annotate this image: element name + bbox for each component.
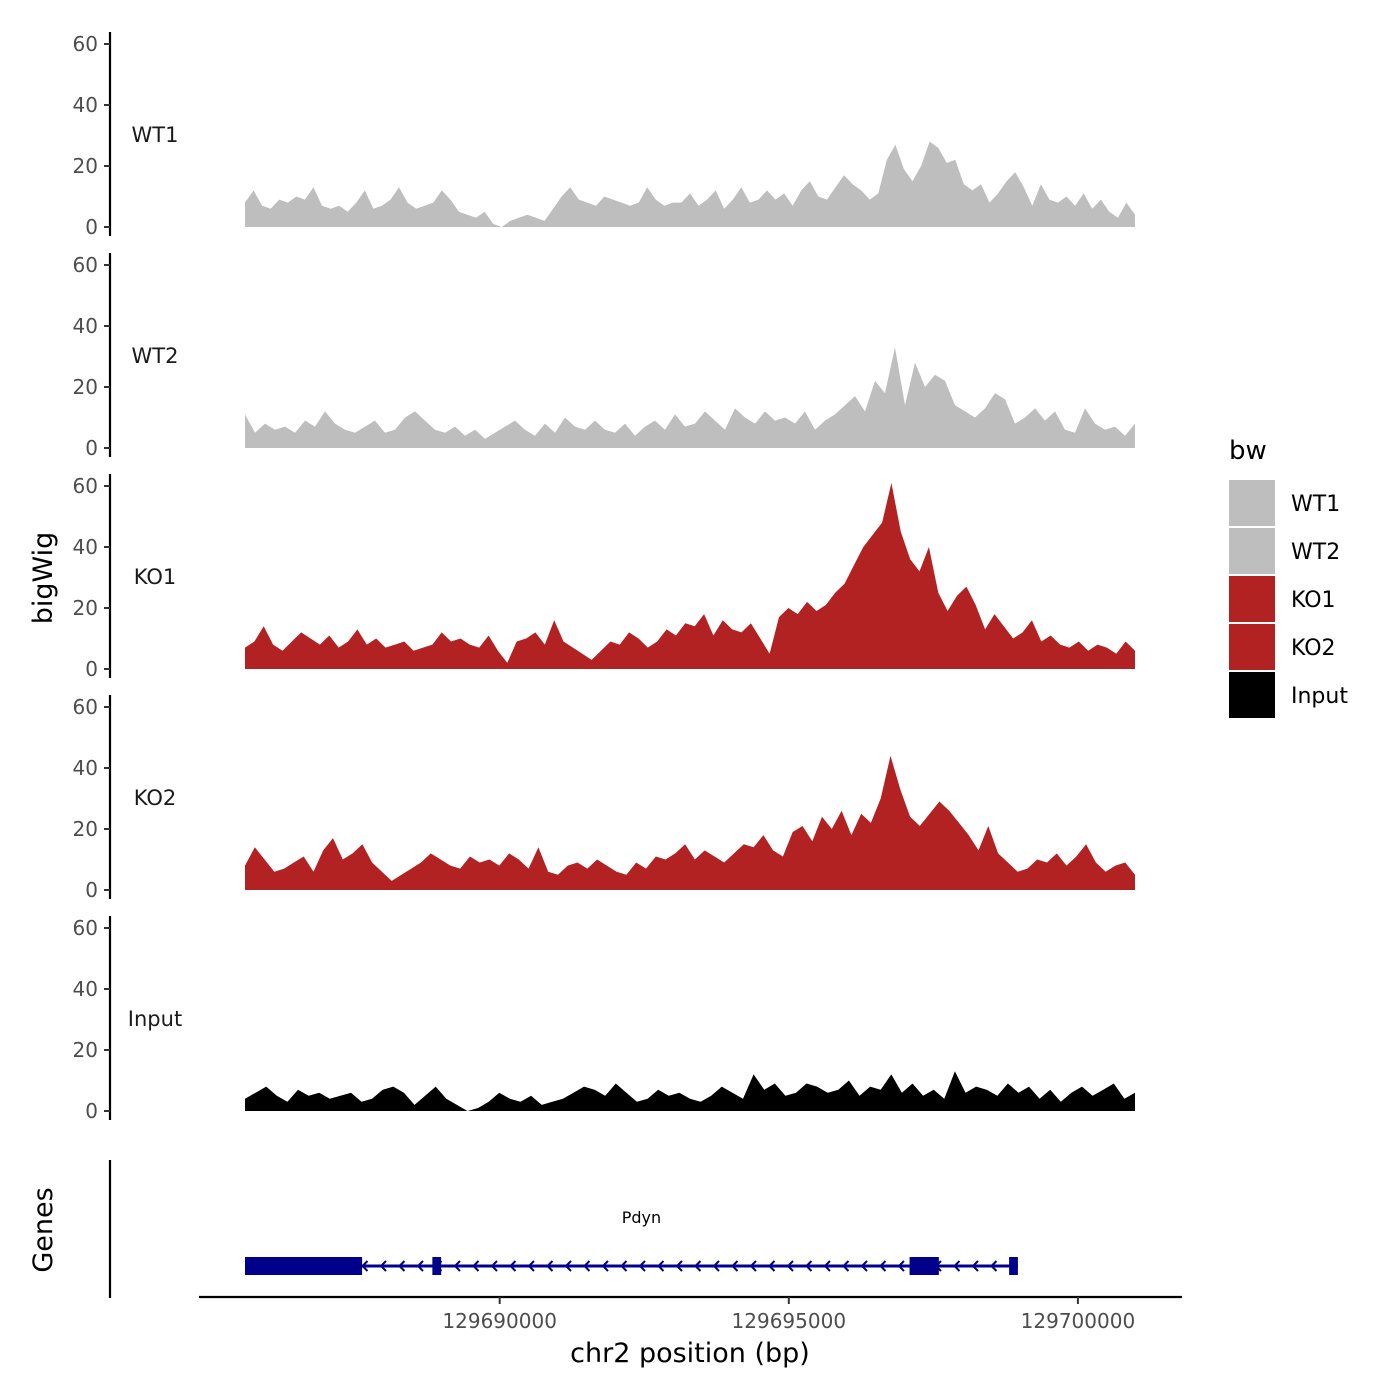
- legend-swatch-wt2: [1229, 528, 1275, 574]
- y-tick-label: 60: [73, 32, 98, 56]
- y-tick-label: 20: [73, 1038, 98, 1062]
- x-tick-label: 129700000: [1021, 1309, 1136, 1333]
- y-tick-label: 20: [73, 154, 98, 178]
- y-tick-label: 60: [73, 474, 98, 498]
- strand-arrow: [768, 1260, 776, 1272]
- exon-block: [909, 1257, 939, 1275]
- strand-arrow: [398, 1260, 406, 1272]
- y-axis-title: bigWig: [28, 532, 59, 625]
- exon-block: [432, 1257, 442, 1275]
- x-axis: 129690000 129695000 129700000: [199, 1295, 1182, 1333]
- strand-arrow: [990, 1260, 998, 1272]
- coverage-area-wt1: [245, 141, 1135, 227]
- coverage-area-input: [245, 1071, 1135, 1111]
- y-tick-label: 60: [73, 916, 98, 940]
- strand-arrow: [490, 1260, 498, 1272]
- track-ko2: 0 20 40 60 KO2: [73, 695, 1135, 902]
- y-tick-label: 60: [73, 695, 98, 719]
- strand-arrow: [842, 1260, 850, 1272]
- y-tick-label: 60: [73, 253, 98, 277]
- signal-tracks: 0 20 40 60 WT1 0 20 40 60 WT2 0 20 40 60 KO1 0 20 40 60 KO2…: [73, 32, 1135, 1123]
- legend-label-ko1: KO1: [1291, 588, 1336, 613]
- strand-arrow: [897, 1260, 905, 1272]
- legend-swatch-wt1: [1229, 480, 1275, 526]
- y-tick-label: 40: [73, 314, 98, 338]
- legend: bw WT1 WT2 KO1 KO2 Input: [1229, 436, 1348, 718]
- strand-arrow: [546, 1260, 554, 1272]
- strand-arrow: [583, 1260, 591, 1272]
- track-label: KO2: [134, 786, 177, 810]
- strand-arrow: [472, 1260, 480, 1272]
- exon-block: [245, 1257, 363, 1275]
- strand-arrow: [416, 1260, 424, 1272]
- track-wt2: 0 20 40 60 WT2: [73, 253, 1135, 460]
- strand-arrow: [657, 1260, 665, 1272]
- exon-block: [1009, 1257, 1018, 1275]
- legend-swatch-ko1: [1229, 576, 1275, 622]
- strand-arrow: [361, 1260, 369, 1272]
- genes-track-title: Genes: [28, 1187, 59, 1272]
- strand-arrow: [527, 1260, 535, 1272]
- y-tick-label: 0: [85, 878, 98, 902]
- x-axis-title: chr2 position (bp): [570, 1338, 810, 1369]
- gene-pdyn: Pdyn: [245, 1208, 1018, 1275]
- y-tick-label: 40: [73, 977, 98, 1001]
- strand-arrow: [879, 1260, 887, 1272]
- track-label: WT2: [132, 344, 179, 368]
- y-tick-label: 20: [73, 817, 98, 841]
- track-label: KO1: [134, 565, 177, 589]
- strand-arrow: [805, 1260, 813, 1272]
- y-tick-label: 0: [85, 657, 98, 681]
- strand-arrow: [694, 1260, 702, 1272]
- strand-arrow: [860, 1260, 868, 1272]
- strand-arrow: [731, 1260, 739, 1272]
- strand-arrow: [675, 1260, 683, 1272]
- strand-arrow: [953, 1260, 961, 1272]
- legend-label-ko2: KO2: [1291, 636, 1336, 661]
- y-tick-label: 0: [85, 436, 98, 460]
- y-tick-label: 40: [73, 93, 98, 117]
- legend-title: bw: [1229, 436, 1267, 466]
- strand-arrow: [749, 1260, 757, 1272]
- coverage-area-wt2: [245, 347, 1135, 448]
- strand-arrow: [786, 1260, 794, 1272]
- strand-arrow: [379, 1260, 387, 1272]
- legend-label-wt2: WT2: [1291, 540, 1340, 565]
- coverage-area-ko1: [245, 483, 1135, 669]
- x-tick-label: 129695000: [732, 1309, 847, 1333]
- y-tick-label: 0: [85, 215, 98, 239]
- strand-arrow: [620, 1260, 628, 1272]
- legend-label-input: Input: [1291, 684, 1348, 709]
- strand-arrow: [971, 1260, 979, 1272]
- strand-arrow: [601, 1260, 609, 1272]
- x-tick-label: 129690000: [442, 1309, 557, 1333]
- genes-track: Genes Pdyn: [28, 1160, 1018, 1298]
- track-ko1: 0 20 40 60 KO1: [73, 474, 1135, 681]
- y-tick-label: 20: [73, 375, 98, 399]
- track-label: WT1: [132, 123, 179, 147]
- track-label: Input: [128, 1007, 182, 1031]
- strand-arrow: [453, 1260, 461, 1272]
- track-input: 0 20 40 60 Input: [73, 916, 1135, 1123]
- legend-label-wt1: WT1: [1291, 492, 1340, 517]
- y-tick-label: 20: [73, 596, 98, 620]
- track-wt1: 0 20 40 60 WT1: [73, 32, 1135, 239]
- coverage-area-ko2: [245, 755, 1135, 890]
- strand-arrow: [564, 1260, 572, 1272]
- y-tick-label: 40: [73, 756, 98, 780]
- strand-arrow: [638, 1260, 646, 1272]
- legend-swatch-ko2: [1229, 624, 1275, 670]
- strand-arrow: [823, 1260, 831, 1272]
- strand-arrow: [712, 1260, 720, 1272]
- legend-swatch-input: [1229, 672, 1275, 718]
- y-tick-label: 40: [73, 535, 98, 559]
- strand-arrow: [509, 1260, 517, 1272]
- y-tick-label: 0: [85, 1099, 98, 1123]
- gene-name-label: Pdyn: [622, 1208, 661, 1227]
